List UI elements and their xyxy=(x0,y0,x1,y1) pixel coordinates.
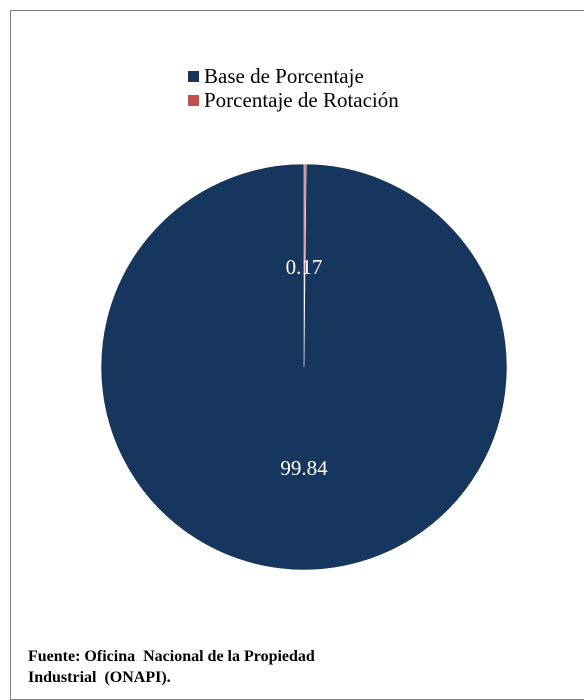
chart-legend: Base de Porcentaje Porcentaje de Rotació… xyxy=(188,64,399,112)
source-line-2: Industrial (ONAPI). xyxy=(28,669,171,686)
legend-label-rotacion: Porcentaje de Rotación xyxy=(204,88,399,112)
source-line-1: Fuente: Oficina Nacional de la Propiedad xyxy=(28,648,315,665)
data-label-rotacion: 0.17 xyxy=(286,255,323,279)
legend-label-base: Base de Porcentaje xyxy=(204,64,364,88)
data-label-base: 99.84 xyxy=(280,456,328,480)
legend-swatch-rotacion xyxy=(188,94,199,106)
legend-item-rotacion: Porcentaje de Rotación xyxy=(188,88,399,112)
legend-swatch-base xyxy=(188,70,199,82)
pie-slice-base xyxy=(100,163,508,571)
legend-item-base: Base de Porcentaje xyxy=(188,64,399,88)
source-note: Fuente: Oficina Nacional de la Propiedad… xyxy=(28,646,315,688)
